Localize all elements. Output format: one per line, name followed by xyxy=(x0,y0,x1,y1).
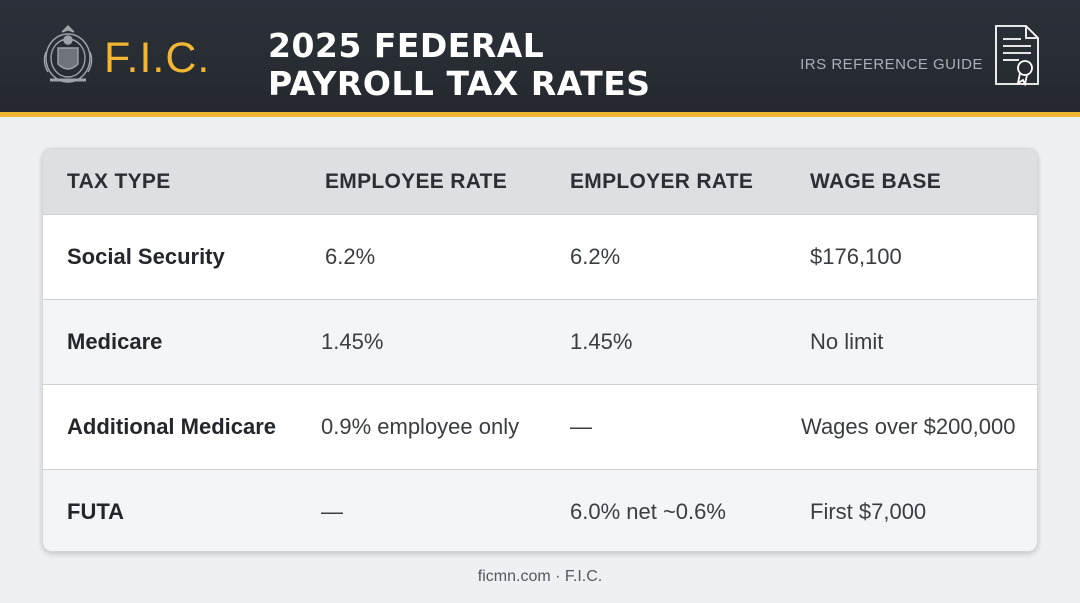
cell-employer-rate: — xyxy=(570,414,592,439)
tax-rates-table: TAX TYPE EMPLOYEE RATE EMPLOYER RATE WAG… xyxy=(42,148,1038,552)
cell-wage-base: Wages over $200,000 xyxy=(801,414,1016,439)
table-row: Additional Medicare 0.9% employee only —… xyxy=(43,384,1037,469)
table-header-row: TAX TYPE EMPLOYEE RATE EMPLOYER RATE WAG… xyxy=(43,149,1037,214)
cell-tax-type: Medicare xyxy=(67,329,163,354)
table-row: Medicare 1.45% 1.45% No limit xyxy=(43,299,1037,384)
cell-employee-rate: 1.45% xyxy=(321,329,384,354)
seal-crest-icon xyxy=(43,25,93,83)
cell-employee-rate: — xyxy=(321,499,343,524)
header-employee-rate: EMPLOYEE RATE xyxy=(325,169,508,193)
cell-wage-base: First $7,000 xyxy=(810,499,927,524)
cell-tax-type: FUTA xyxy=(67,499,125,524)
header-employer-rate: EMPLOYER RATE xyxy=(570,169,754,193)
footer-credit: ficmn.com · F.I.C. xyxy=(477,568,603,585)
table-row: Social Security 6.2% 6.2% $176,100 xyxy=(43,214,1037,299)
cell-employer-rate: 6.0% net ~0.6% xyxy=(570,499,726,524)
brand-logo-text: F.I.C. xyxy=(104,34,211,82)
cell-employer-rate: 1.45% xyxy=(570,329,633,354)
cell-tax-type: Additional Medicare xyxy=(67,414,277,439)
cell-wage-base: $176,100 xyxy=(810,244,902,269)
cell-employee-rate: 0.9% employee only xyxy=(321,414,520,439)
certificate-document-icon xyxy=(995,25,1039,87)
header-accent-stripe xyxy=(0,112,1080,117)
cell-employer-rate: 6.2% xyxy=(570,244,621,269)
cell-tax-type: Social Security xyxy=(67,244,225,269)
title-line-2: PAYROLL TAX RATES xyxy=(268,64,651,103)
cell-wage-base: No limit xyxy=(810,329,884,354)
cell-employee-rate: 6.2% xyxy=(325,244,376,269)
guide-label: IRS REFERENCE GUIDE xyxy=(800,56,983,73)
header-wage-base: WAGE BASE xyxy=(810,169,942,193)
page-title: 2025 FEDERAL PAYROLL TAX RATES xyxy=(268,27,651,103)
title-line-1: 2025 FEDERAL xyxy=(268,26,545,65)
table-row: FUTA — 6.0% net ~0.6% First $7,000 xyxy=(43,469,1037,551)
header-tax-type: TAX TYPE xyxy=(67,169,171,193)
header-bar: F.I.C. 2025 FEDERAL PAYROLL TAX RATES IR… xyxy=(0,0,1080,112)
